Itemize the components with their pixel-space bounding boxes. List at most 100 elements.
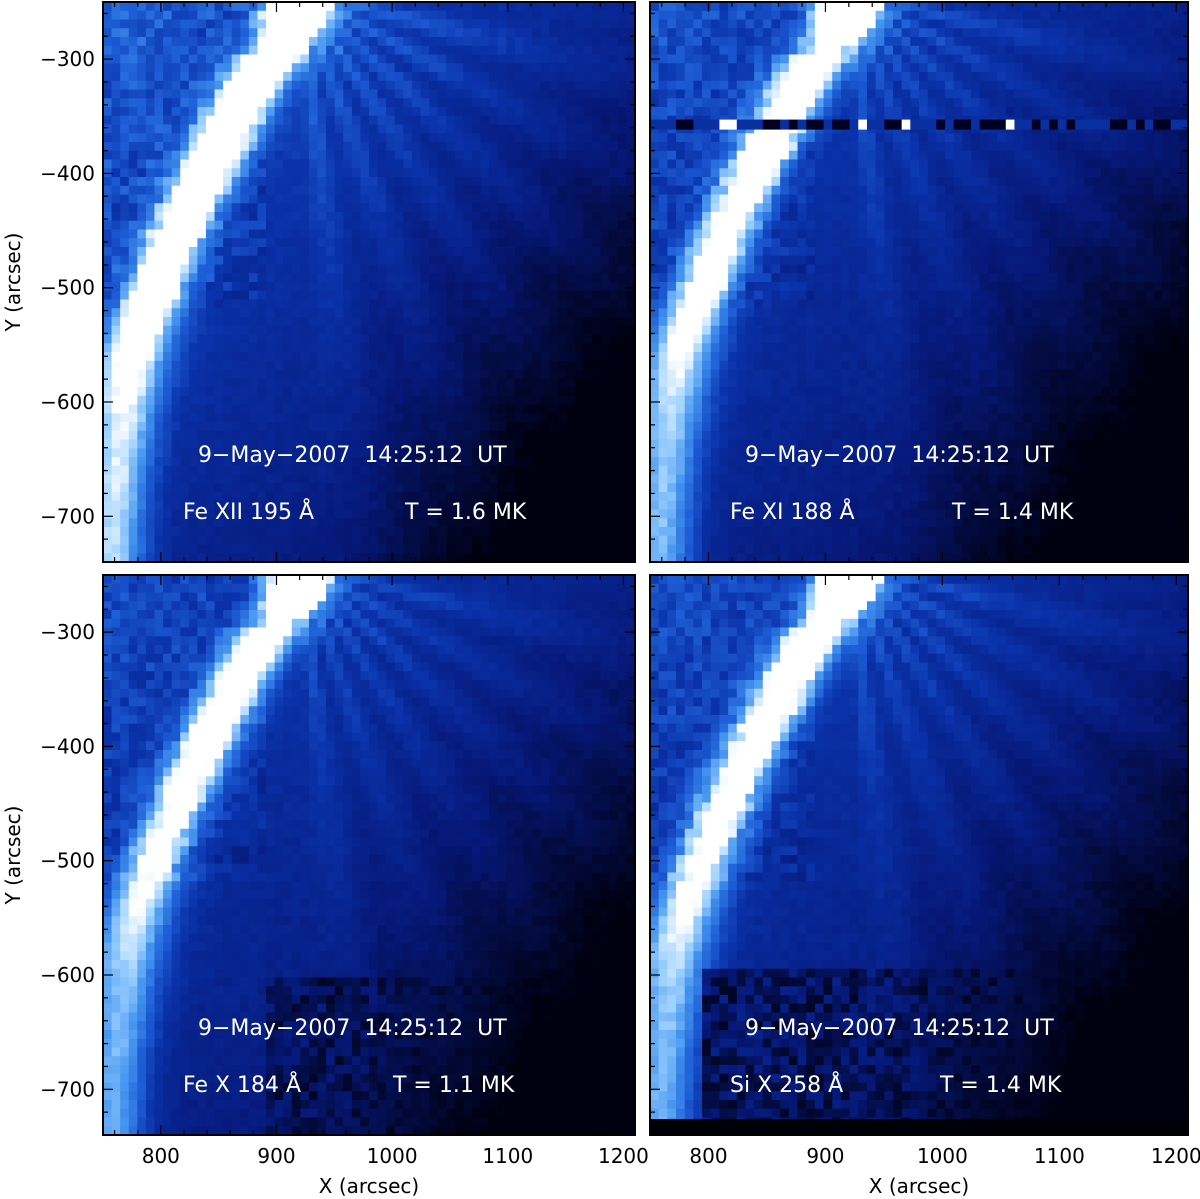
image-pixel bbox=[429, 72, 439, 82]
image-pixel bbox=[128, 229, 138, 239]
image-pixel bbox=[945, 45, 955, 56]
image-pixel bbox=[480, 238, 490, 248]
image-pixel bbox=[411, 474, 422, 484]
image-pixel bbox=[351, 334, 362, 344]
image-pixel bbox=[557, 80, 567, 91]
image-pixel bbox=[1023, 89, 1033, 99]
image-pixel bbox=[437, 544, 447, 554]
image-pixel bbox=[702, 107, 712, 117]
image-pixel bbox=[480, 194, 490, 204]
image-pixel bbox=[523, 203, 533, 213]
image-pixel bbox=[523, 28, 533, 38]
image-pixel bbox=[163, 19, 173, 29]
image-pixel bbox=[583, 238, 593, 248]
image-pixel bbox=[188, 395, 198, 406]
image-pixel bbox=[205, 422, 216, 432]
image-pixel bbox=[171, 544, 181, 554]
image-pixel bbox=[523, 2, 533, 12]
image-pixel bbox=[231, 527, 241, 537]
image-pixel bbox=[377, 98, 387, 108]
image-pixel bbox=[317, 474, 327, 484]
image-pixel bbox=[145, 247, 156, 257]
image-pixel bbox=[145, 395, 156, 406]
image-pixel bbox=[351, 518, 362, 528]
image-pixel bbox=[1049, 54, 1059, 64]
image-pixel bbox=[650, 2, 660, 12]
image-pixel bbox=[549, 343, 559, 353]
image-pixel bbox=[231, 369, 241, 379]
image-pixel bbox=[300, 80, 310, 91]
image-pixel bbox=[180, 45, 190, 56]
image-pixel bbox=[446, 544, 456, 554]
image-pixel bbox=[446, 518, 456, 528]
image-pixel bbox=[1092, 19, 1102, 29]
image-pixel bbox=[471, 264, 482, 274]
image-pixel bbox=[626, 317, 636, 327]
image-pixel bbox=[403, 247, 413, 257]
image-pixel bbox=[308, 378, 319, 388]
image-pixel bbox=[266, 282, 276, 292]
image-pixel bbox=[283, 395, 293, 406]
image-pixel bbox=[248, 247, 259, 257]
image-pixel bbox=[471, 413, 482, 423]
image-pixel bbox=[988, 89, 998, 99]
image-pixel bbox=[540, 10, 550, 21]
image-pixel bbox=[145, 360, 156, 371]
image-pixel bbox=[1127, 19, 1137, 29]
image-pixel bbox=[901, 45, 911, 56]
image-pixel bbox=[1057, 2, 1068, 12]
image-pixel bbox=[326, 133, 336, 143]
image-pixel bbox=[471, 474, 482, 484]
image-pixel bbox=[248, 54, 259, 64]
image-pixel bbox=[514, 492, 525, 502]
image-pixel bbox=[111, 255, 121, 266]
image-pixel bbox=[180, 168, 190, 178]
image-pixel bbox=[514, 378, 525, 388]
image-pixel bbox=[377, 422, 387, 432]
image-pixel bbox=[771, 98, 781, 108]
image-pixel bbox=[300, 404, 310, 414]
image-pixel bbox=[171, 325, 181, 336]
panel-timestamp: 9−May−2007 14:25:12 UT bbox=[198, 443, 507, 468]
image-pixel bbox=[463, 72, 473, 82]
image-pixel bbox=[1170, 98, 1180, 108]
image-pixel bbox=[394, 308, 404, 318]
image-pixel bbox=[411, 334, 422, 344]
image-pixel bbox=[480, 308, 490, 318]
image-pixel bbox=[180, 378, 190, 388]
image-pixel bbox=[205, 430, 216, 441]
image-pixel bbox=[866, 45, 877, 56]
image-pixel bbox=[480, 378, 490, 388]
image-pixel bbox=[1014, 2, 1024, 12]
image-pixel bbox=[171, 290, 181, 301]
image-pixel bbox=[351, 395, 362, 406]
image-pixel bbox=[188, 63, 198, 73]
image-pixel bbox=[403, 45, 413, 56]
image-pixel bbox=[489, 360, 499, 371]
image-pixel bbox=[600, 500, 610, 511]
image-pixel bbox=[326, 474, 336, 484]
image-pixel bbox=[214, 378, 224, 388]
image-pixel bbox=[1153, 98, 1163, 108]
image-pixel bbox=[420, 413, 430, 423]
image-pixel bbox=[120, 72, 130, 82]
image-pixel bbox=[1092, 63, 1102, 73]
image-pixel bbox=[283, 308, 293, 318]
image-pixel bbox=[583, 80, 593, 91]
image-pixel bbox=[343, 282, 353, 292]
image-pixel bbox=[205, 54, 216, 64]
image-pixel bbox=[471, 457, 482, 467]
image-pixel bbox=[1092, 10, 1102, 21]
image-pixel bbox=[446, 194, 456, 204]
image-pixel bbox=[626, 457, 636, 467]
image-pixel bbox=[214, 150, 224, 161]
image-pixel bbox=[532, 395, 542, 406]
image-pixel bbox=[300, 159, 310, 169]
image-pixel bbox=[1083, 80, 1094, 91]
image-pixel bbox=[411, 255, 422, 266]
image-pixel bbox=[137, 317, 147, 327]
image-pixel bbox=[429, 45, 439, 56]
image-pixel bbox=[437, 177, 447, 187]
image-pixel bbox=[592, 185, 602, 196]
image-pixel bbox=[111, 430, 121, 441]
